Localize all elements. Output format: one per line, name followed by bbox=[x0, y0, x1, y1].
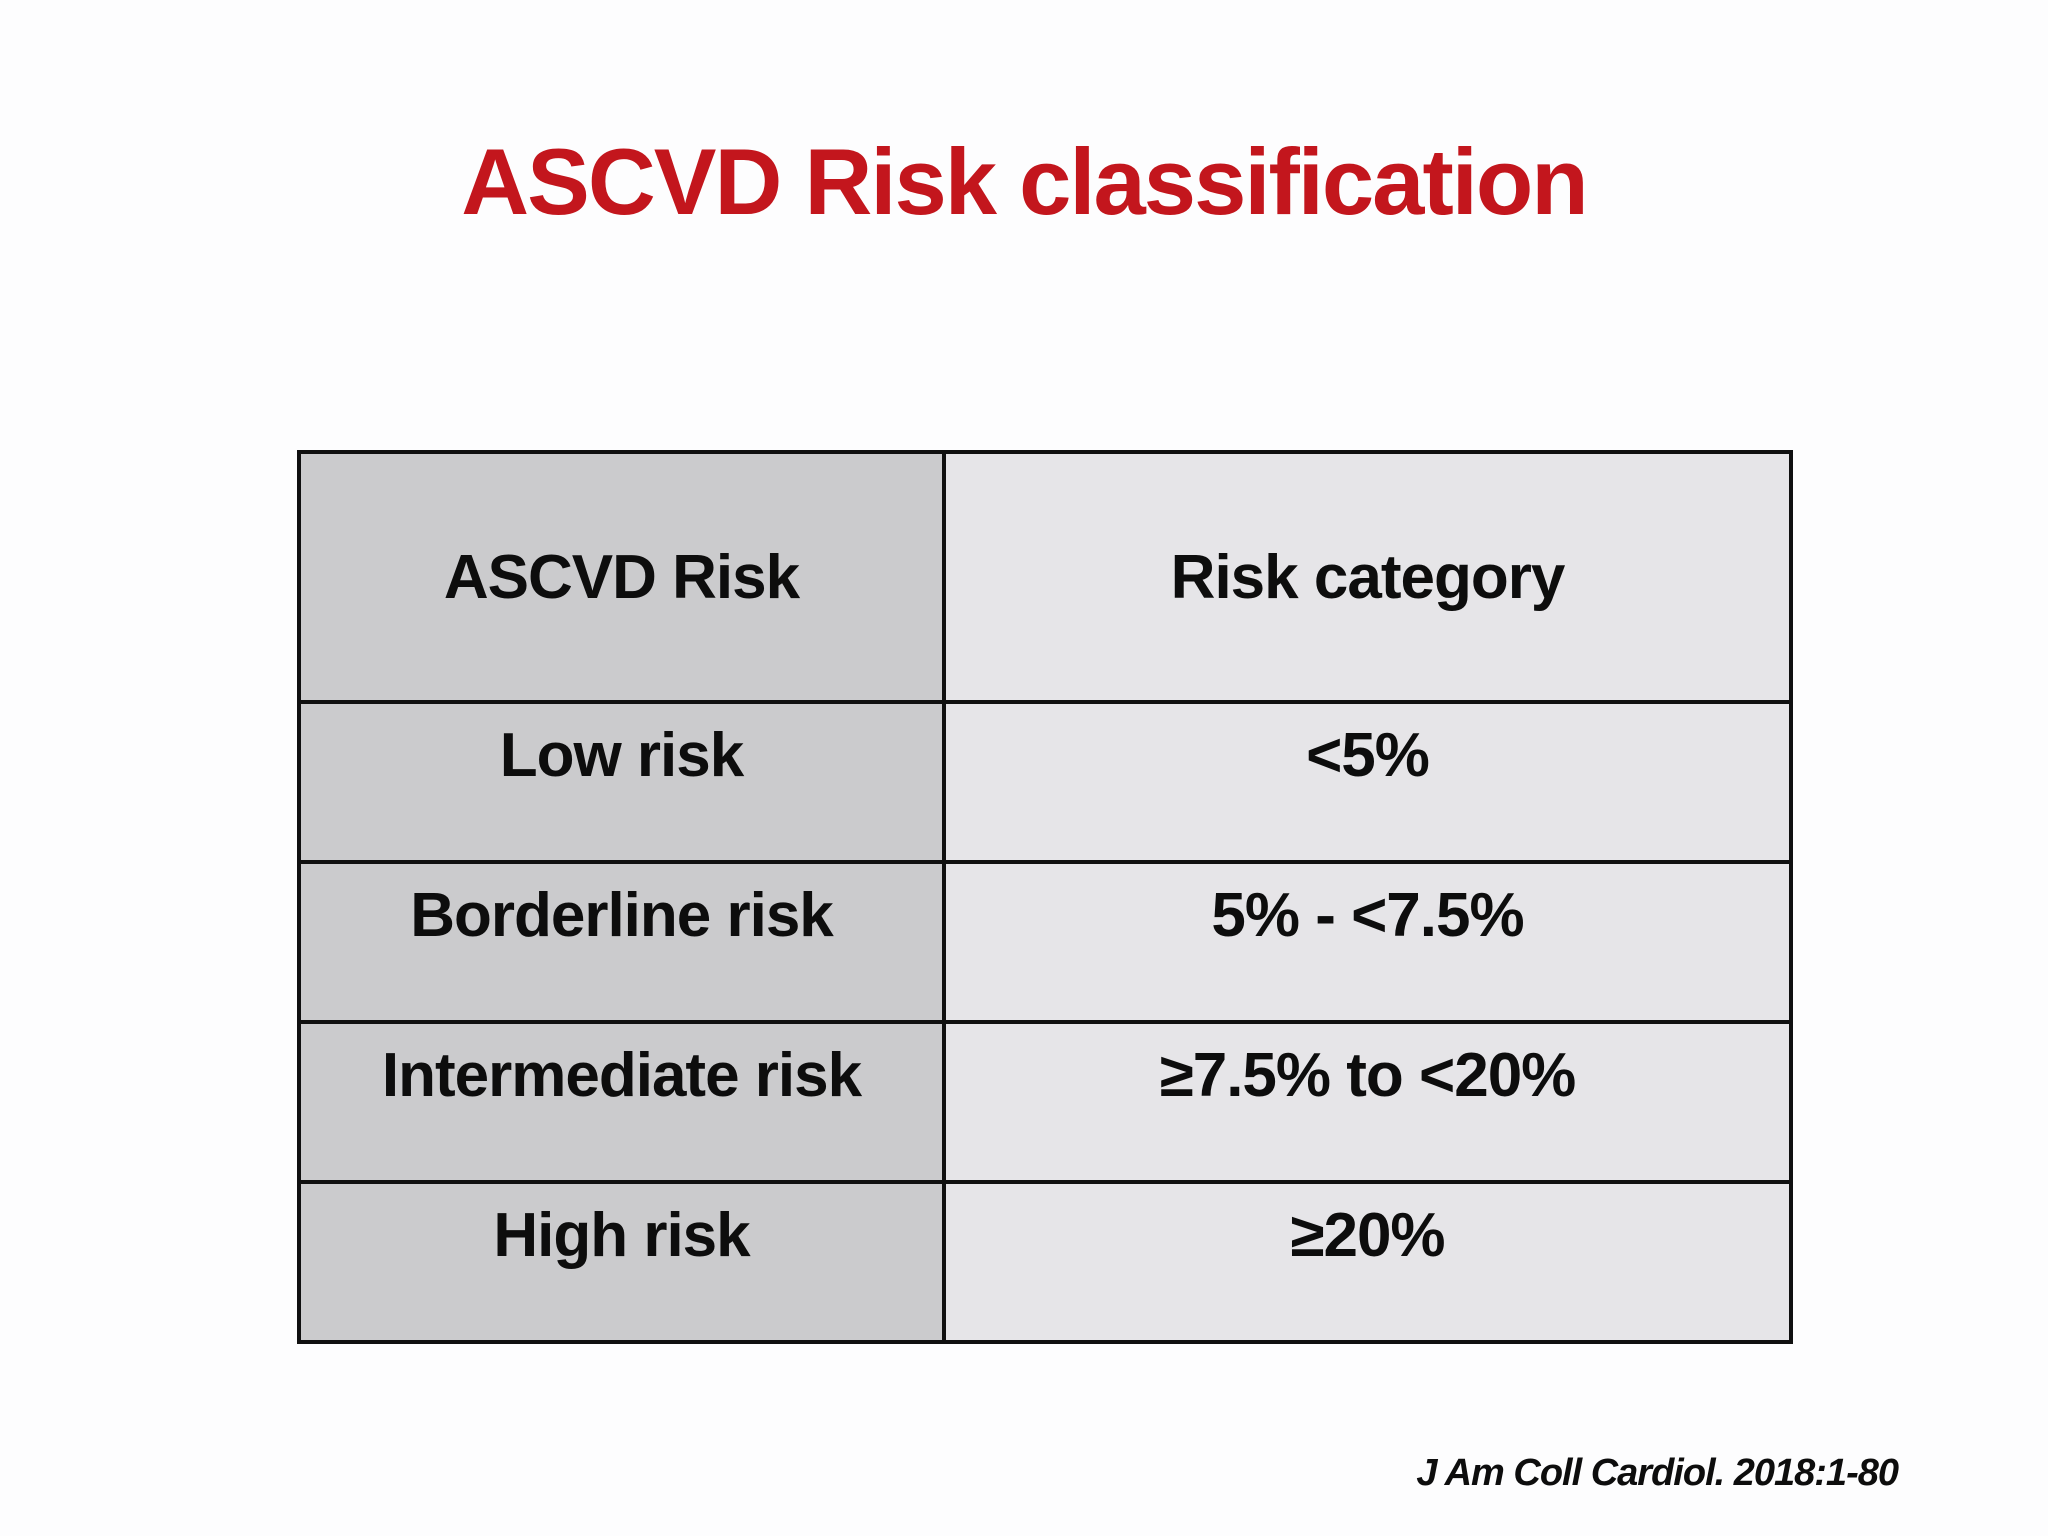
table-row-borderline-risk: Borderline risk 5% - <7.5% bbox=[297, 860, 1793, 1024]
table-row-low-risk: Low risk <5% bbox=[297, 700, 1793, 864]
category-cell: ≥20% bbox=[942, 1180, 1793, 1344]
category-cell: 5% - <7.5% bbox=[942, 860, 1793, 1024]
risk-cell: Borderline risk bbox=[297, 860, 946, 1024]
risk-cell: Low risk bbox=[297, 700, 946, 864]
risk-classification-table: ASCVD Risk Risk category Low risk <5% Bo… bbox=[297, 450, 1793, 1344]
table-row-high-risk: High risk ≥20% bbox=[297, 1180, 1793, 1344]
risk-cell: Intermediate risk bbox=[297, 1020, 946, 1184]
column-header-risk-category: Risk category bbox=[942, 450, 1793, 704]
column-header-ascvd-risk: ASCVD Risk bbox=[297, 450, 946, 704]
table-header-row: ASCVD Risk Risk category bbox=[297, 450, 1793, 704]
slide-title: ASCVD Risk classification bbox=[461, 129, 1588, 234]
risk-cell: High risk bbox=[297, 1180, 946, 1344]
table-row-intermediate-risk: Intermediate risk ≥7.5% to <20% bbox=[297, 1020, 1793, 1184]
category-cell: ≥7.5% to <20% bbox=[942, 1020, 1793, 1184]
category-cell: <5% bbox=[942, 700, 1793, 864]
journal-citation: J Am Coll Cardiol. 2018:1-80 bbox=[1416, 1452, 1899, 1494]
